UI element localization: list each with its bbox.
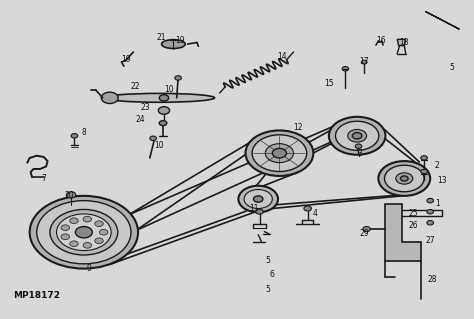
Circle shape xyxy=(273,148,286,158)
Text: 9: 9 xyxy=(86,264,91,273)
Circle shape xyxy=(356,144,362,148)
Circle shape xyxy=(401,176,408,181)
Circle shape xyxy=(83,216,91,222)
Polygon shape xyxy=(397,39,406,46)
Text: 10: 10 xyxy=(164,85,173,94)
Circle shape xyxy=(50,210,118,255)
Circle shape xyxy=(353,133,362,139)
Text: 22: 22 xyxy=(131,82,140,91)
Text: 6: 6 xyxy=(270,271,275,279)
Text: 3: 3 xyxy=(357,149,362,158)
Circle shape xyxy=(61,225,70,231)
Circle shape xyxy=(36,201,131,264)
Circle shape xyxy=(256,209,264,214)
Text: 15: 15 xyxy=(324,79,334,88)
Text: 25: 25 xyxy=(409,209,419,218)
Circle shape xyxy=(61,234,70,240)
Circle shape xyxy=(265,144,293,163)
Text: 27: 27 xyxy=(425,236,435,245)
Circle shape xyxy=(427,198,434,203)
Text: 8: 8 xyxy=(82,128,86,137)
Circle shape xyxy=(378,161,430,196)
Text: 2: 2 xyxy=(435,161,440,170)
Text: 5: 5 xyxy=(265,285,270,294)
Circle shape xyxy=(384,165,424,192)
Circle shape xyxy=(336,121,379,150)
Circle shape xyxy=(159,121,167,126)
Circle shape xyxy=(427,210,434,214)
Circle shape xyxy=(421,156,428,160)
Circle shape xyxy=(427,220,434,225)
Circle shape xyxy=(30,196,138,269)
Text: 28: 28 xyxy=(428,275,438,284)
Circle shape xyxy=(56,214,111,250)
Circle shape xyxy=(329,117,385,155)
Text: 12: 12 xyxy=(293,123,303,132)
Text: 21: 21 xyxy=(157,33,166,42)
Text: 29: 29 xyxy=(359,229,369,238)
Circle shape xyxy=(396,173,413,184)
Text: 13: 13 xyxy=(437,175,447,185)
Text: 10: 10 xyxy=(155,141,164,150)
Circle shape xyxy=(361,60,367,64)
Circle shape xyxy=(66,192,76,198)
Circle shape xyxy=(252,135,307,172)
Circle shape xyxy=(158,107,170,114)
Text: 16: 16 xyxy=(376,36,385,45)
Text: 5: 5 xyxy=(449,63,454,72)
Text: 19: 19 xyxy=(176,36,185,45)
Text: 18: 18 xyxy=(400,38,409,47)
Polygon shape xyxy=(385,204,421,261)
Circle shape xyxy=(238,186,278,212)
Circle shape xyxy=(100,229,108,235)
Text: 5: 5 xyxy=(265,256,270,265)
Text: 23: 23 xyxy=(140,103,150,112)
Circle shape xyxy=(95,221,103,226)
Circle shape xyxy=(244,189,273,209)
Polygon shape xyxy=(426,11,459,29)
Circle shape xyxy=(70,218,78,224)
Circle shape xyxy=(304,206,311,211)
Circle shape xyxy=(348,130,366,142)
Text: 1: 1 xyxy=(435,199,440,208)
Text: 24: 24 xyxy=(136,115,145,124)
Text: 11: 11 xyxy=(249,204,258,213)
Circle shape xyxy=(71,134,78,138)
Text: 19: 19 xyxy=(121,56,131,64)
Circle shape xyxy=(421,169,428,174)
Text: 26: 26 xyxy=(409,221,419,230)
Text: 17: 17 xyxy=(359,57,369,66)
Text: 4: 4 xyxy=(312,209,317,218)
Circle shape xyxy=(159,95,169,101)
Circle shape xyxy=(75,226,92,238)
Circle shape xyxy=(254,196,263,202)
Text: 7: 7 xyxy=(41,174,46,183)
Circle shape xyxy=(175,76,182,80)
Text: 14: 14 xyxy=(277,52,287,61)
Circle shape xyxy=(246,130,313,176)
Ellipse shape xyxy=(104,93,215,102)
Circle shape xyxy=(150,136,156,141)
Text: 20: 20 xyxy=(65,191,74,200)
Circle shape xyxy=(342,67,349,71)
Circle shape xyxy=(83,242,91,248)
Circle shape xyxy=(363,226,370,232)
Circle shape xyxy=(101,92,118,104)
Circle shape xyxy=(70,241,78,247)
Circle shape xyxy=(95,238,103,244)
Text: MP18172: MP18172 xyxy=(13,291,60,300)
Ellipse shape xyxy=(162,40,185,48)
